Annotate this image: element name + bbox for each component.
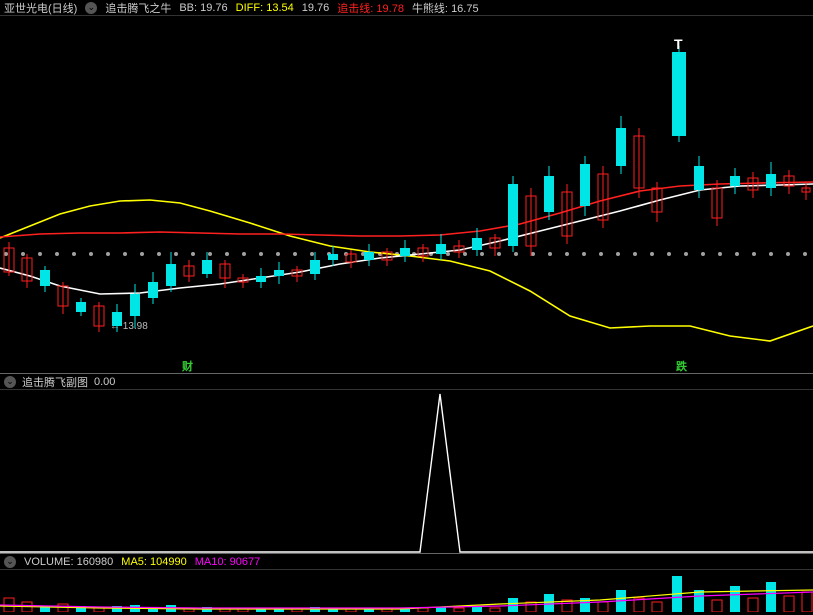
stock-name: 亚世光电(日线): [4, 0, 77, 16]
cn-marker-cai: 财: [182, 358, 193, 374]
indicator-name: 追击腾飞之牛: [105, 0, 171, 16]
t-marker: T: [674, 36, 683, 52]
niuxiong-label: 牛熊线: 16.75: [412, 0, 479, 16]
collapse-icon[interactable]: ⌄: [4, 376, 16, 388]
main-candlestick-chart[interactable]: ← 13.98 财 跌 T: [0, 16, 813, 374]
main-header: 亚世光电(日线) ⌄ 追击腾飞之牛 BB: 19.76 DIFF: 13.54 …: [0, 0, 813, 16]
volume-chart[interactable]: [0, 570, 813, 612]
collapse-icon[interactable]: ⌄: [4, 556, 16, 568]
sub-chart-svg: [0, 390, 813, 554]
sub-value: 0.00: [94, 376, 115, 388]
zhuiji-label: 追击线: 19.78: [337, 0, 404, 16]
sub-header: ⌄ 追击腾飞副图 0.00: [0, 374, 813, 390]
price-low-marker: ← 13.98: [110, 321, 148, 332]
sub-chart[interactable]: [0, 390, 813, 554]
volume-header: ⌄ VOLUME: 160980 MA5: 104990 MA10: 90677: [0, 554, 813, 570]
collapse-icon[interactable]: ⌄: [85, 2, 97, 14]
sub-indicator-name: 追击腾飞副图: [22, 374, 88, 390]
ma5-label: MA5: 104990: [121, 556, 186, 568]
bb-label: BB: 19.76: [179, 2, 227, 14]
volume-label: VOLUME: 160980: [24, 556, 113, 568]
cn-marker-die: 跌: [676, 358, 687, 374]
ma10-label: MA10: 90677: [195, 556, 260, 568]
volume-chart-svg: [0, 570, 813, 612]
diff-label: DIFF: 13.54: [236, 2, 294, 14]
mid-value: 19.76: [302, 2, 330, 14]
